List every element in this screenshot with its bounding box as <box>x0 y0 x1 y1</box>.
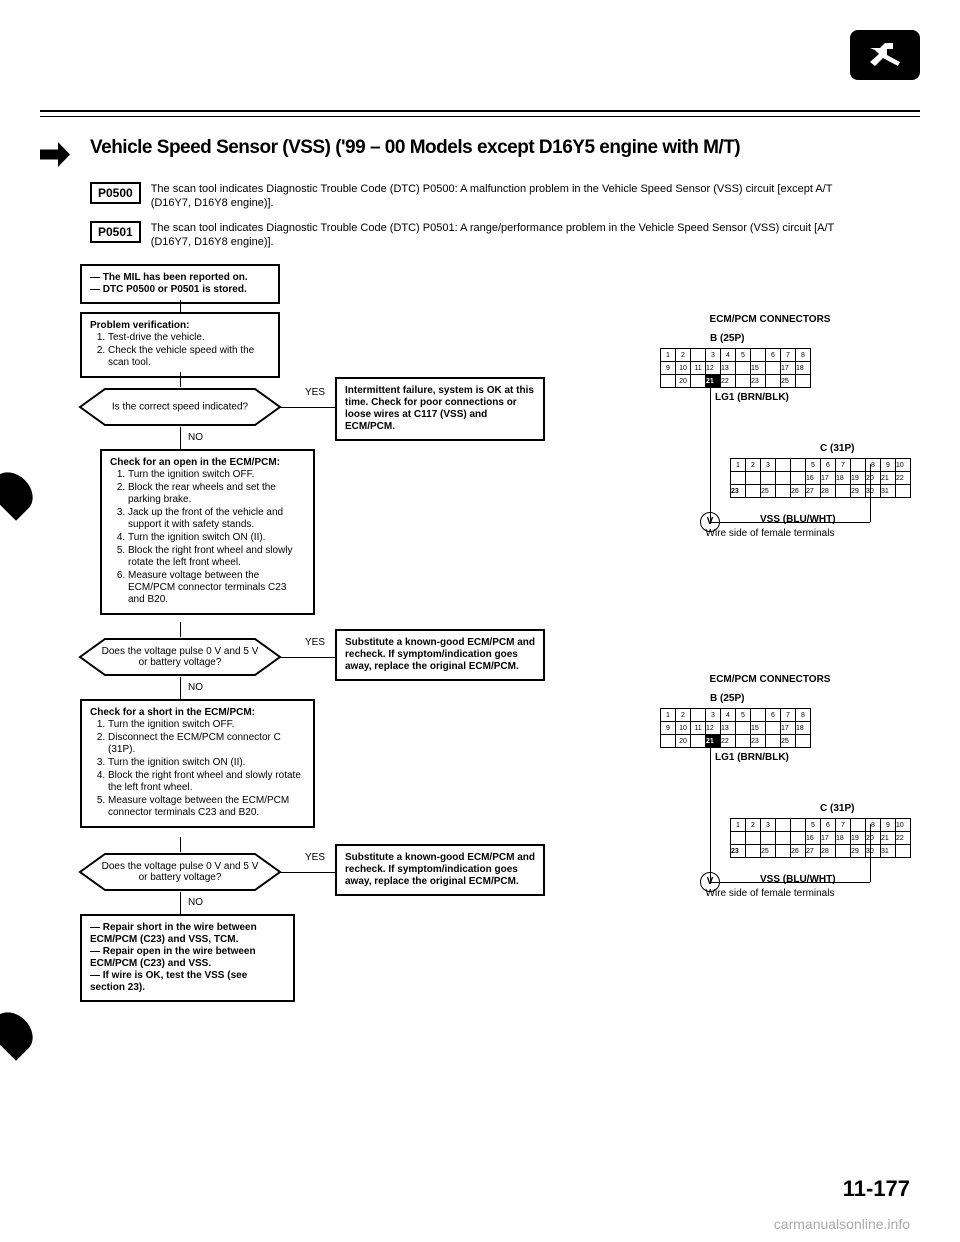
flow-final-box: — Repair short in the wire between ECM/P… <box>80 914 295 1002</box>
flow-result-box: Substitute a known-good ECM/PCM and rech… <box>335 844 545 896</box>
flow-check-box: Check for a short in the ECM/PCM: Turn t… <box>80 699 315 828</box>
page-title: Vehicle Speed Sensor (VSS) ('99 – 00 Mod… <box>90 137 740 159</box>
flow-check-box: Check for an open in the ECM/PCM: Turn t… <box>100 449 315 615</box>
flow-decision: Does the voltage pulse 0 V and 5 V or ba… <box>65 852 295 892</box>
yes-label: YES <box>305 852 325 863</box>
tool-icon <box>850 30 920 80</box>
thumb-tab-icon <box>0 1004 41 1061</box>
flow-decision: Is the correct speed indicated? <box>65 387 295 427</box>
dtc-description: The scan tool indicates Diagnostic Troub… <box>151 182 871 211</box>
section-bullet <box>40 142 70 167</box>
flowchart: — The MIL has been reported on. — DTC P0… <box>40 264 920 1204</box>
flow-verify-box: Problem verification: Test-drive the veh… <box>80 312 280 378</box>
dtc-description: The scan tool indicates Diagnostic Troub… <box>151 221 871 250</box>
connector-diagram: ECM/PCM CONNECTORS B (25P) 12345678 9101… <box>620 314 920 539</box>
yes-label: YES <box>305 387 325 398</box>
flow-start-box: — The MIL has been reported on. — DTC P0… <box>80 264 280 304</box>
watermark: carmanualsonline.info <box>774 1216 910 1232</box>
yes-label: YES <box>305 637 325 648</box>
thumb-tab-icon <box>0 464 41 521</box>
flow-result-box: Substitute a known-good ECM/PCM and rech… <box>335 629 545 681</box>
no-label: NO <box>188 432 203 443</box>
no-label: NO <box>188 897 203 908</box>
dtc-code-box: P0500 <box>90 182 141 204</box>
no-label: NO <box>188 682 203 693</box>
flow-result-box: Intermittent failure, system is OK at th… <box>335 377 545 441</box>
connector-diagram: ECM/PCM CONNECTORS B (25P) 12345678 9101… <box>620 674 920 899</box>
page-number: 11-177 <box>843 1176 910 1202</box>
dtc-code-box: P0501 <box>90 221 141 243</box>
flow-decision: Does the voltage pulse 0 V and 5 V or ba… <box>65 637 295 677</box>
